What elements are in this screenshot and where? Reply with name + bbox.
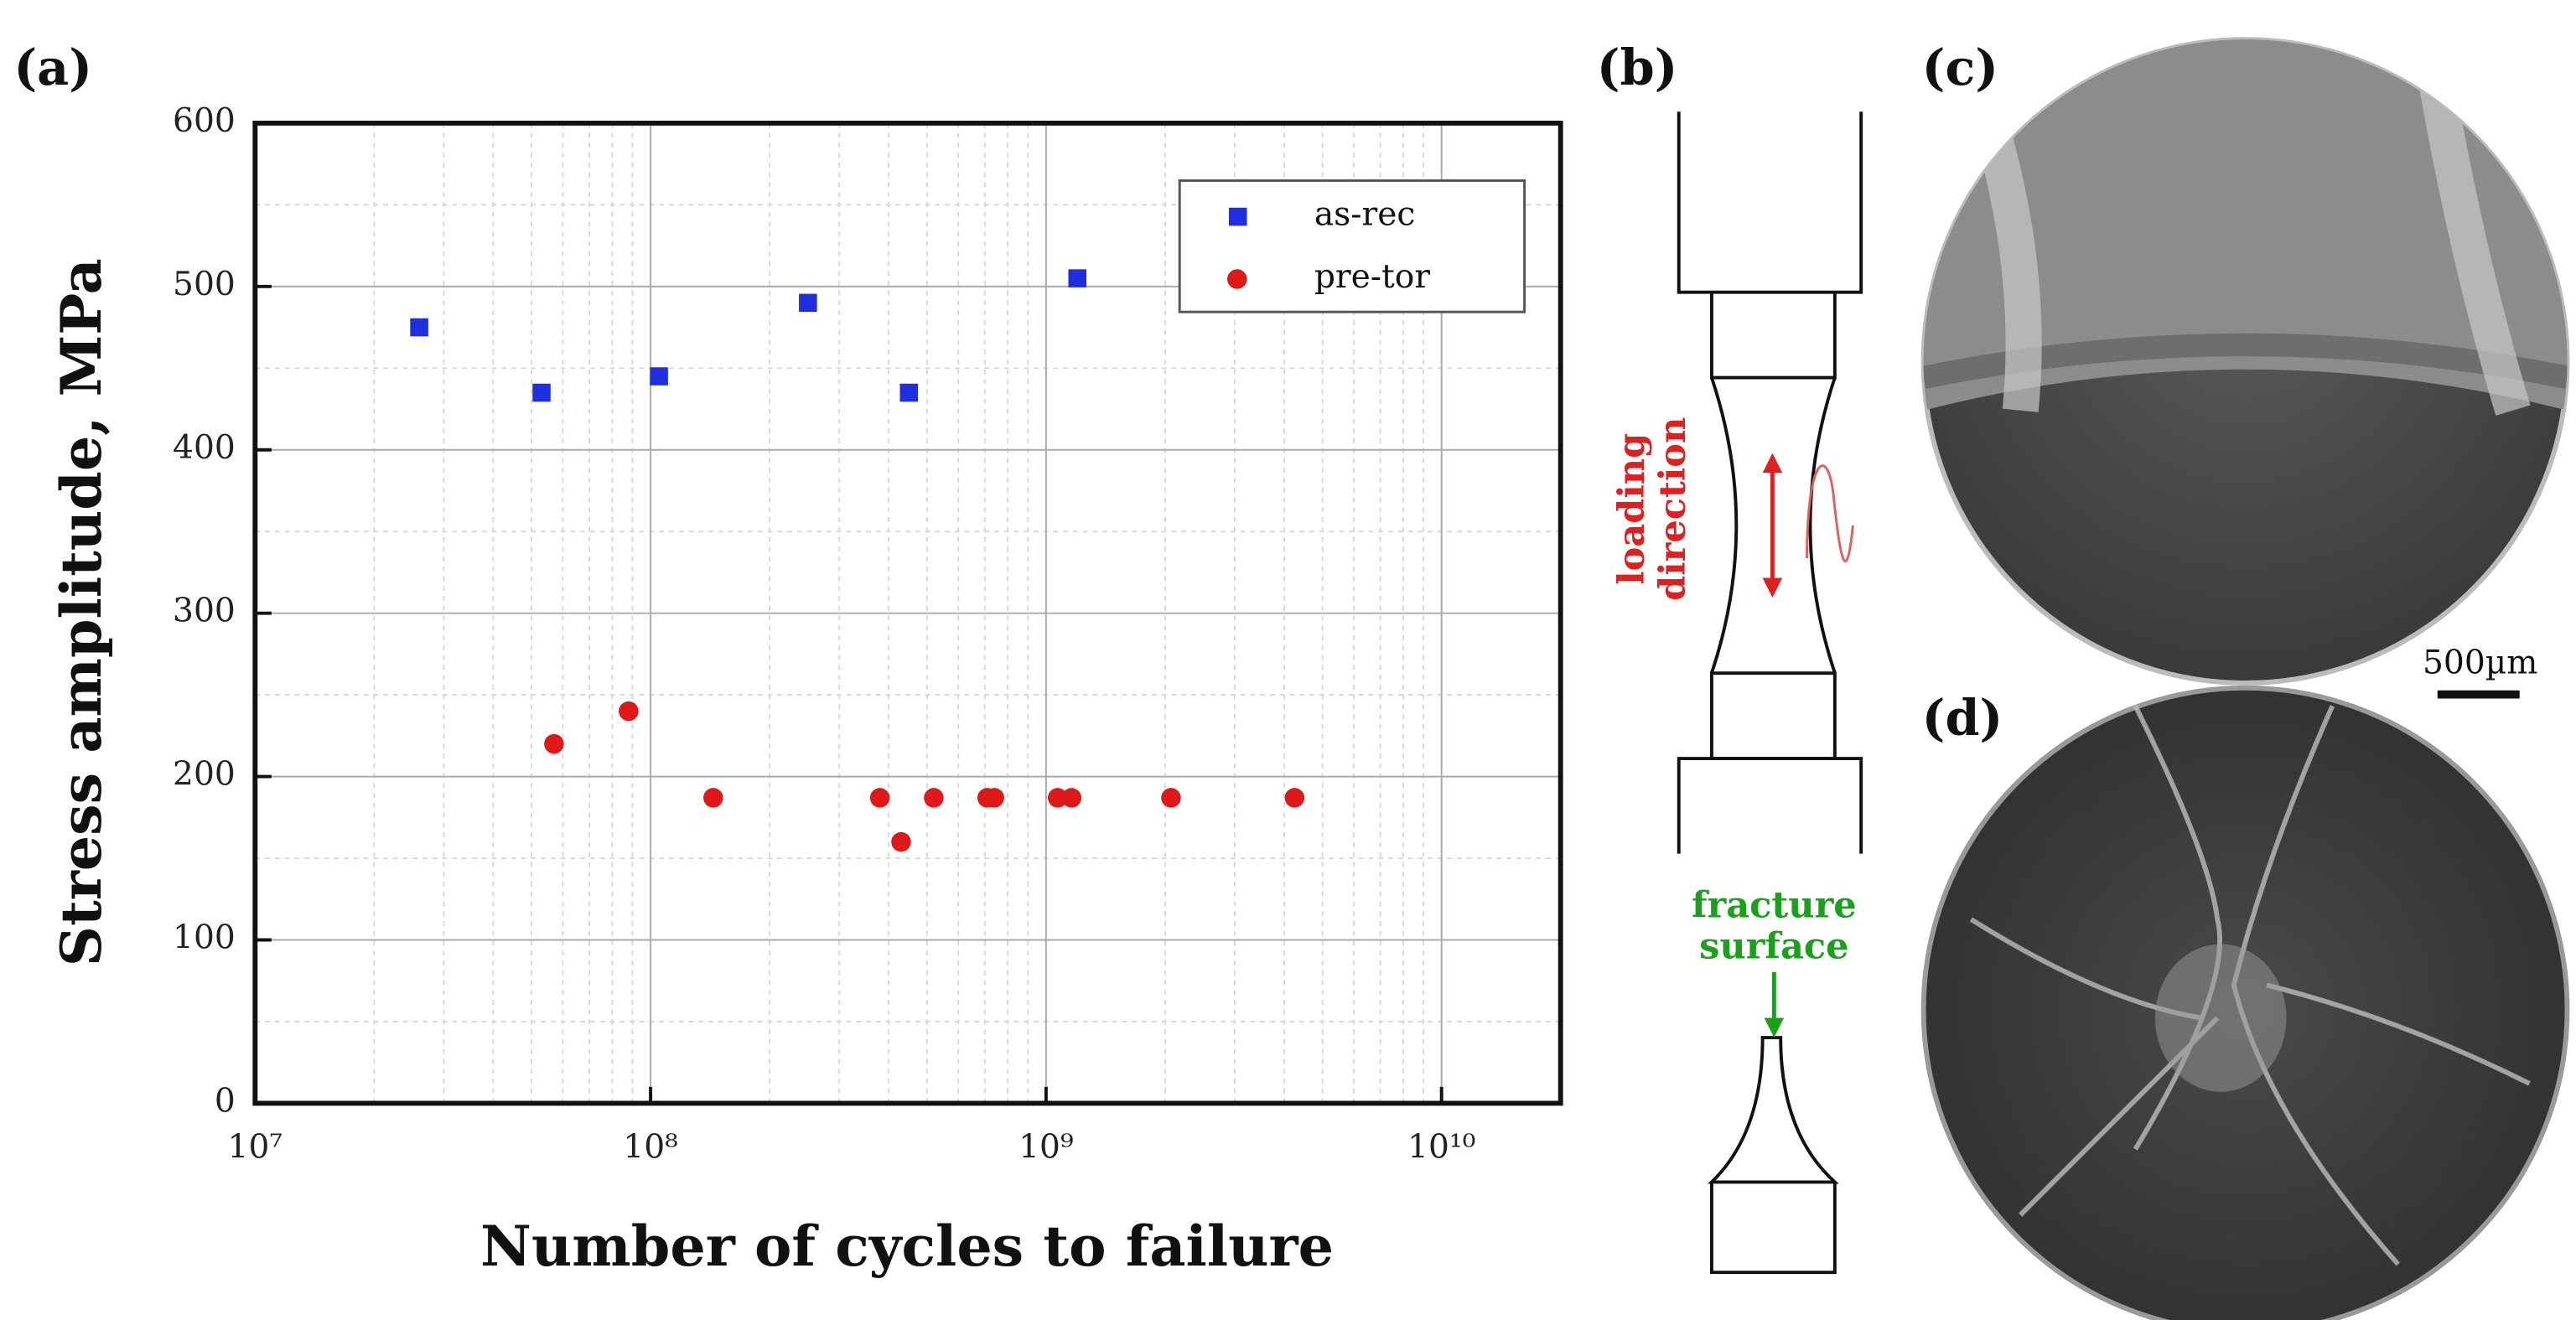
specimen-grip bbox=[1677, 757, 1863, 854]
point bbox=[650, 367, 668, 386]
legend-marker bbox=[1228, 207, 1247, 226]
x-tick-label: 10⁷ bbox=[228, 1128, 283, 1166]
wave-icon bbox=[1806, 464, 1854, 562]
point bbox=[1061, 788, 1082, 808]
x-tick-label: 10¹⁰ bbox=[1407, 1128, 1475, 1166]
point bbox=[1161, 788, 1181, 808]
point bbox=[1284, 788, 1305, 808]
panel-label: (a) bbox=[13, 39, 92, 96]
point bbox=[410, 318, 428, 337]
x-tick-label: 10⁹ bbox=[1018, 1128, 1074, 1166]
x-axis-label: Number of cycles to failure bbox=[480, 1213, 1334, 1279]
point bbox=[1047, 788, 1068, 808]
y-tick-label: 600 bbox=[173, 102, 236, 140]
fracture-label: surface bbox=[1699, 925, 1848, 967]
legend-label: pre-tor bbox=[1314, 258, 1430, 296]
y-axis-label: Stress amplitude, MPa bbox=[48, 258, 114, 966]
point bbox=[984, 788, 1004, 808]
fracture-arrow bbox=[1764, 971, 1785, 1038]
loading-label: direction bbox=[1652, 417, 1694, 601]
y-tick-label: 500 bbox=[173, 266, 236, 303]
y-tick-label: 400 bbox=[173, 429, 236, 467]
point bbox=[869, 788, 890, 808]
point bbox=[799, 293, 817, 313]
y-tick-label: 200 bbox=[173, 756, 236, 794]
point bbox=[1068, 269, 1087, 287]
point bbox=[899, 383, 919, 402]
micrograph-c bbox=[1920, 37, 2570, 686]
micrograph-d bbox=[1920, 685, 2570, 1320]
legend-box bbox=[1178, 179, 1526, 313]
point bbox=[619, 701, 639, 722]
y-tick-label: 300 bbox=[173, 593, 236, 630]
legend-label: as-rec bbox=[1314, 196, 1416, 234]
scale-bar-label: 500µm bbox=[2423, 644, 2537, 681]
panel-label: (c) bbox=[1922, 39, 1998, 96]
point bbox=[532, 383, 551, 402]
plot-area: 10⁷ 10⁸ 10⁹ 10¹⁰ 0 100 200 300 400 500 600 bbox=[173, 102, 1561, 1166]
fracture-grip bbox=[1709, 1182, 1837, 1275]
loading-label: loading bbox=[1611, 433, 1653, 585]
specimen-gauge bbox=[1710, 376, 1837, 674]
point bbox=[544, 733, 564, 754]
specimen-shoulder bbox=[1709, 292, 1837, 380]
specimen-grip bbox=[1677, 111, 1863, 294]
point bbox=[924, 788, 944, 808]
loading-arrow bbox=[1762, 453, 1783, 598]
panel-label: (d) bbox=[1922, 689, 2003, 747]
plot-frame bbox=[252, 120, 1563, 1106]
fracture-half bbox=[1708, 1036, 1839, 1184]
x-tick-label: 10⁸ bbox=[623, 1128, 678, 1166]
fracture-label: fracture bbox=[1692, 884, 1857, 926]
specimen-diagram bbox=[1677, 111, 1863, 1275]
point bbox=[891, 831, 911, 852]
panel-label: (b) bbox=[1597, 39, 1678, 96]
y-tick-label: 100 bbox=[173, 919, 236, 957]
y-tick-label: 0 bbox=[215, 1082, 236, 1120]
point bbox=[703, 788, 723, 808]
specimen-shoulder bbox=[1709, 671, 1837, 760]
legend-marker bbox=[1227, 269, 1247, 289]
